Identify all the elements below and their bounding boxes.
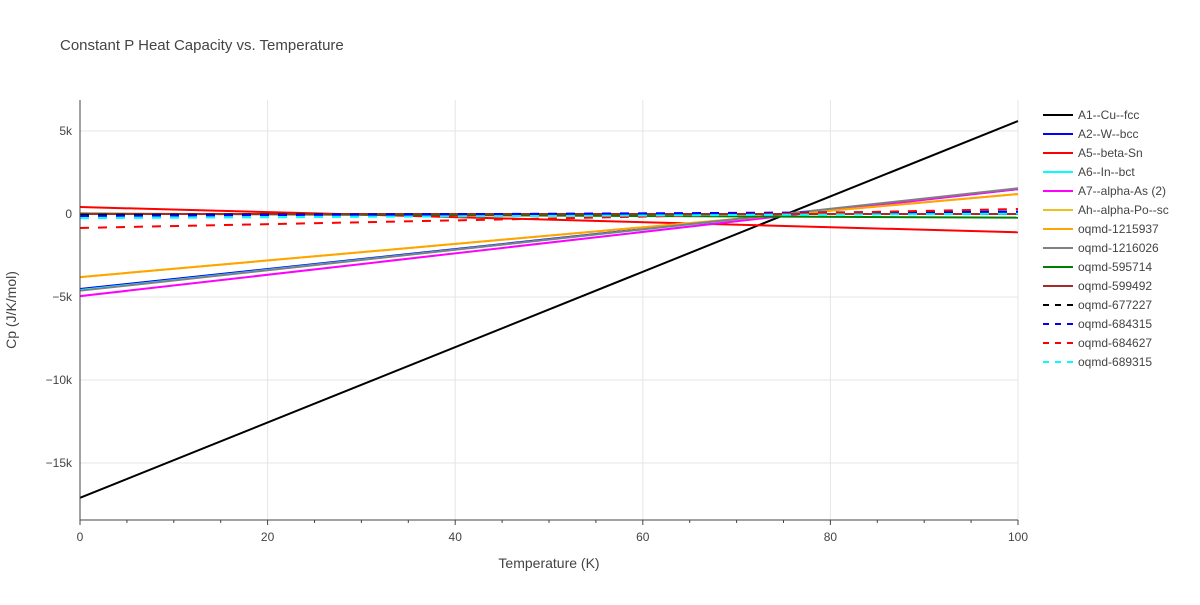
y-tick-label: 0 (65, 207, 72, 221)
series-line-A1--Cu--fcc (79, 120, 1019, 499)
x-tick-label: 20 (261, 530, 275, 544)
legend-entry: A6--In--bct (1078, 165, 1135, 179)
x-tick-label: 60 (636, 530, 650, 544)
series-line-A5--beta-Sn (79, 206, 1019, 234)
legend-entry: oqmd-689315 (1078, 355, 1152, 369)
y-tick-label: −10k (46, 373, 73, 387)
y-tick-label: −5k (52, 290, 73, 304)
series-line-A7--alpha-As (2) (79, 188, 1019, 298)
legend-entry: oqmd-677227 (1078, 298, 1152, 312)
series-line-oqmd-1215937 (79, 193, 1019, 279)
legend-entry: A5--beta-Sn (1078, 146, 1143, 160)
y-tick-label: 5k (59, 124, 73, 138)
y-axis-label: Cp (J/K/mol) (3, 271, 19, 349)
legend-entry: A1--Cu--fcc (1078, 108, 1139, 122)
legend-entry: A2--W--bcc (1078, 127, 1138, 141)
x-tick-label: 80 (824, 530, 838, 544)
legend-entry: oqmd-684315 (1078, 317, 1152, 331)
legend-entry: Ah--alpha-Po--sc (1078, 203, 1169, 217)
legend-entry: oqmd-595714 (1078, 260, 1152, 274)
series-line-oqmd-684627 (79, 208, 1019, 229)
y-tick-label: −15k (46, 456, 73, 470)
legend-entry: oqmd-599492 (1078, 279, 1152, 293)
x-tick-label: 100 (1008, 530, 1028, 544)
legend-entry: A7--alpha-As (2) (1078, 184, 1166, 198)
chart-title: Constant P Heat Capacity vs. Temperature (60, 37, 344, 54)
x-tick-label: 40 (449, 530, 463, 544)
legend-entry: oqmd-1215937 (1078, 222, 1159, 236)
x-axis-label: Temperature (K) (498, 555, 599, 571)
series-line-oqmd-689315 (79, 212, 1019, 220)
series-line-oqmd-1216026 (79, 187, 1019, 292)
legend-entry: oqmd-1216026 (1078, 241, 1159, 255)
x-tick-label: 0 (77, 530, 84, 544)
legend-entry: oqmd-684627 (1078, 336, 1152, 350)
